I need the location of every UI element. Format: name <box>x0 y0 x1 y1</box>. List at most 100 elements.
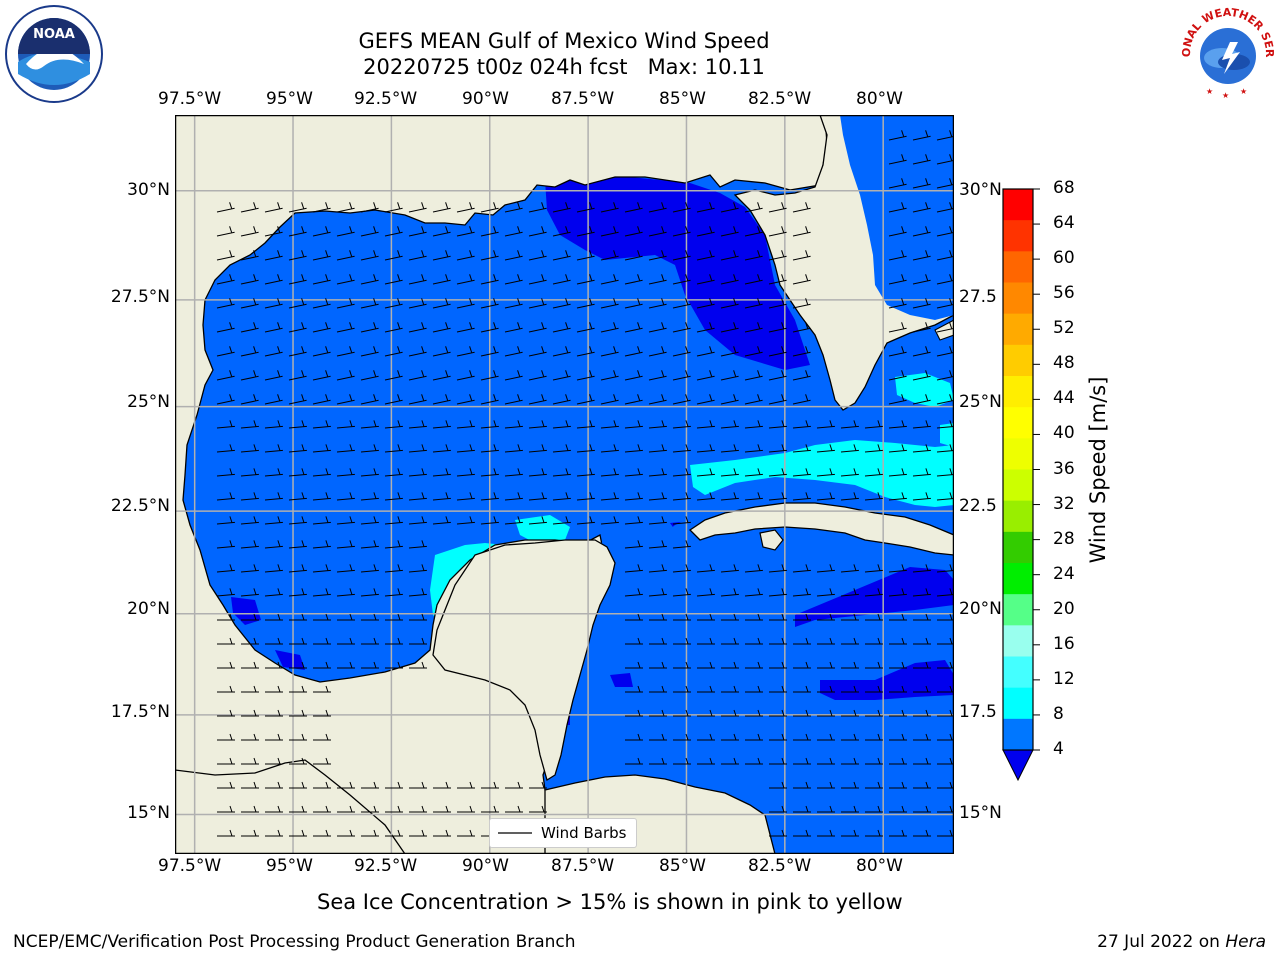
wind-barb <box>265 661 283 669</box>
wind-barb <box>600 322 619 333</box>
wind-barb <box>744 444 763 453</box>
wind-barb <box>336 492 355 501</box>
wind-barb <box>504 370 523 381</box>
colorbar-tick-label: 44 <box>1053 388 1075 409</box>
wind-barb <box>385 613 403 621</box>
wind-barb <box>312 492 331 501</box>
wind-barb <box>672 202 691 213</box>
wind-barb <box>624 492 643 501</box>
wind-barb <box>913 829 931 837</box>
wind-barbs-legend: Wind Barbs <box>489 818 637 848</box>
wind-barb <box>432 444 451 453</box>
wind-barb <box>888 154 907 165</box>
wind-barb <box>792 420 811 429</box>
wind-barb <box>792 492 811 501</box>
colorbar-tick-label: 60 <box>1053 248 1075 269</box>
wind-barb <box>768 564 787 573</box>
lat-label-right: 22.5 <box>959 496 997 516</box>
wind-barb <box>336 516 355 525</box>
wind-barb <box>624 298 643 309</box>
wind-barb <box>625 661 643 669</box>
wind-barb <box>792 250 811 261</box>
wind-barb <box>528 444 547 453</box>
wind-barb <box>456 492 475 501</box>
noaa-logo: NOAA <box>4 4 104 104</box>
wind-barb <box>936 130 954 141</box>
wind-barb <box>624 564 643 573</box>
wind-barb <box>265 709 283 717</box>
wind-barb <box>816 468 835 477</box>
wind-barb <box>912 322 931 333</box>
wind-barb <box>456 370 475 381</box>
wind-barb <box>384 444 403 453</box>
wind-barb <box>360 370 379 381</box>
wind-barb <box>649 757 667 765</box>
wind-barb <box>216 202 235 213</box>
lon-label-top: 80°W <box>856 89 903 109</box>
wind-barb <box>576 468 595 477</box>
wind-barb <box>720 250 739 261</box>
wind-barb <box>216 274 235 285</box>
wind-barb <box>672 298 691 309</box>
wind-barb <box>648 274 667 285</box>
wind-barb <box>241 733 259 741</box>
wind-barb <box>480 202 499 213</box>
wind-barb <box>624 516 643 525</box>
wind-barb <box>600 394 619 405</box>
wind-barb <box>673 637 691 645</box>
colorbar-segment <box>1003 469 1033 502</box>
wind-barb <box>888 420 907 429</box>
wind-barb <box>576 516 595 525</box>
lat-label-right: 25°N <box>959 392 1002 412</box>
wind-barb <box>745 757 763 765</box>
wind-barb <box>888 444 907 453</box>
wind-barb <box>841 637 859 645</box>
wind-barb <box>264 226 283 237</box>
wind-barb <box>288 322 307 333</box>
wind-barb <box>481 805 499 813</box>
wind-barb <box>937 637 954 645</box>
wind-barb <box>817 781 835 789</box>
wind-barb <box>241 613 259 621</box>
wind-barb <box>504 516 523 525</box>
wind-barb <box>264 444 283 453</box>
wind-barb <box>505 805 523 813</box>
wind-barb <box>264 394 283 405</box>
wind-barb <box>792 226 811 237</box>
wind-barb <box>265 613 283 621</box>
wind-barb <box>816 492 835 501</box>
wind-barb <box>673 661 691 669</box>
wind-barb <box>936 394 954 405</box>
wind-barb <box>865 685 883 693</box>
wind-barb <box>625 709 643 717</box>
wind-barb <box>864 588 883 597</box>
wind-barb <box>384 250 403 261</box>
lat-label-right: 20°N <box>959 599 1002 619</box>
svg-text:★: ★ <box>1222 91 1229 100</box>
lat-label-left: 27.5°N <box>110 287 170 307</box>
wind-barb <box>576 298 595 309</box>
wind-barb <box>793 733 811 741</box>
wind-barb <box>793 829 811 837</box>
wind-barb <box>720 226 739 237</box>
wind-barb <box>817 685 835 693</box>
wind-barb <box>768 298 787 309</box>
wind-barb <box>744 370 763 381</box>
wind-barb <box>408 588 427 597</box>
wind-barb <box>552 202 571 213</box>
wind-barb <box>432 492 451 501</box>
wind-barb <box>216 420 235 429</box>
wind-barb <box>817 637 835 645</box>
wind-barb <box>456 444 475 453</box>
wind-barb <box>240 420 259 429</box>
wind-barb <box>648 202 667 213</box>
wind-barb <box>312 250 331 261</box>
wind-barb <box>480 226 499 237</box>
wind-barb <box>313 613 331 621</box>
wind-barb <box>265 829 283 837</box>
wind-barb <box>888 298 907 309</box>
footer-date: 27 Jul 2022 on Hera <box>1097 932 1266 952</box>
wind-barb <box>937 733 954 741</box>
wind-barb <box>288 564 307 573</box>
wind-barb <box>888 322 907 333</box>
